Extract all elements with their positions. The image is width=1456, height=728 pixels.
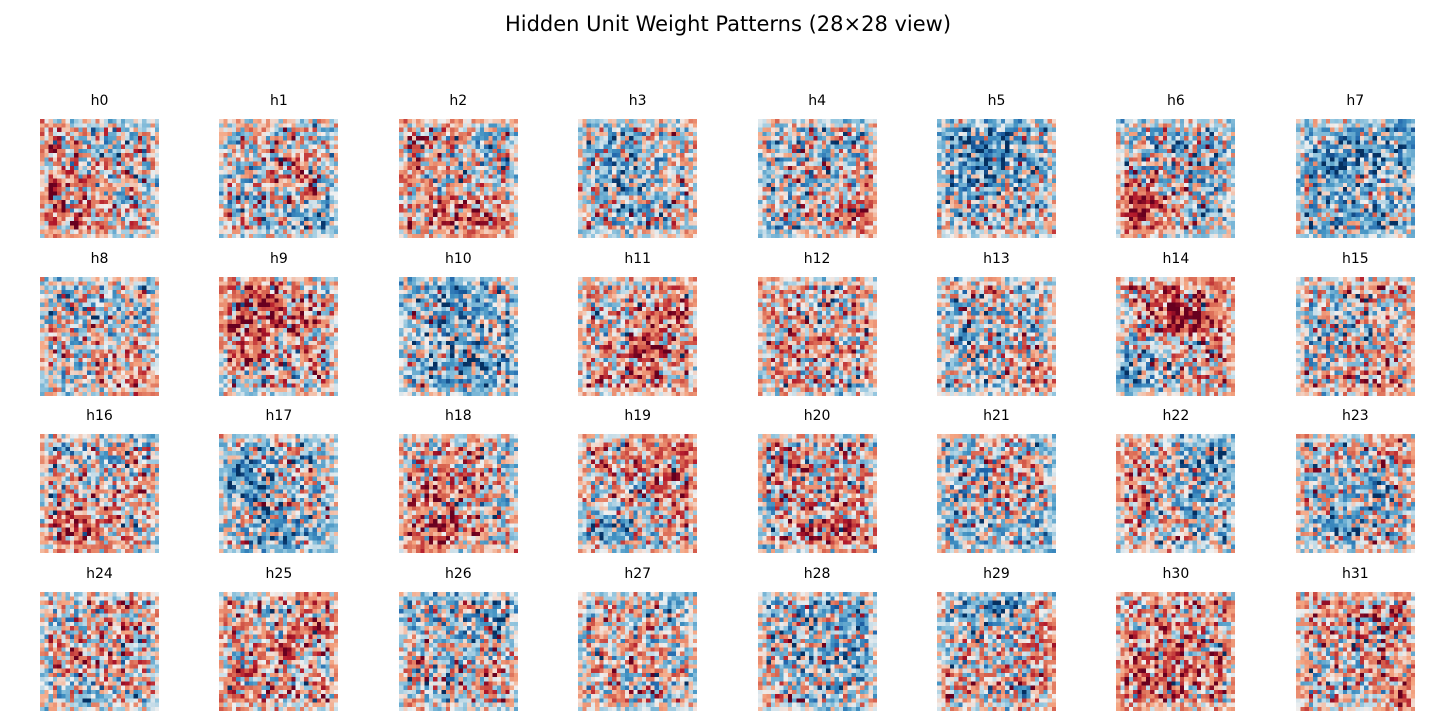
weight-heatmap — [40, 119, 159, 238]
weight-heatmap — [757, 277, 877, 396]
panel-title: h8 — [90, 251, 109, 267]
panel-title: h31 — [1341, 566, 1369, 582]
weight-heatmap — [937, 119, 1056, 238]
panel-title: h2 — [449, 93, 468, 109]
panel-title: h30 — [1162, 566, 1190, 582]
weight-heatmap — [757, 119, 877, 238]
panel-title: h25 — [265, 566, 293, 582]
panel-title: h16 — [86, 408, 113, 424]
weight-heatmap — [219, 434, 339, 553]
panel-title: h20 — [803, 408, 831, 424]
panel-title: h23 — [1341, 408, 1369, 424]
weight-heatmap — [40, 434, 159, 553]
weight-heatmap — [1295, 119, 1415, 238]
panel-title: h27 — [624, 566, 652, 582]
weight-heatmap — [40, 592, 159, 711]
panel-title: h22 — [1162, 408, 1190, 424]
weight-heatmap — [398, 119, 518, 238]
weight-heatmap — [578, 277, 698, 396]
panel-title: h13 — [983, 251, 1010, 267]
panel-title: h28 — [803, 566, 831, 582]
panel-title: h26 — [444, 566, 472, 582]
panel-title: h0 — [90, 93, 109, 109]
panel-title: h6 — [1167, 93, 1185, 109]
weight-heatmap — [1116, 592, 1236, 711]
panel-title: h29 — [983, 566, 1010, 582]
weight-heatmap — [219, 592, 339, 711]
weight-heatmap — [219, 277, 339, 396]
panel-title: h1 — [270, 93, 288, 109]
weight-heatmap — [937, 592, 1056, 711]
weight-heatmap — [1116, 119, 1236, 238]
weight-heatmap — [937, 434, 1056, 553]
weight-heatmap — [398, 434, 518, 553]
weight-heatmap — [578, 119, 698, 238]
panel-title: h10 — [444, 251, 472, 267]
panel-title: h19 — [624, 408, 652, 424]
panel-title: h7 — [1346, 93, 1365, 109]
panel-title: h21 — [983, 408, 1010, 424]
panel-title: h5 — [987, 93, 1006, 109]
panel-title: h18 — [444, 408, 472, 424]
weight-heatmap — [1295, 277, 1415, 396]
panel-title: h3 — [628, 93, 647, 109]
weight-heatmap — [578, 434, 698, 553]
panel-title: h14 — [1162, 251, 1190, 267]
weight-heatmap — [937, 277, 1056, 396]
weight-heatmap — [219, 119, 339, 238]
panel-title: h24 — [86, 566, 113, 582]
weight-heatmap — [757, 592, 877, 711]
weight-heatmap — [398, 277, 518, 396]
panel-title: h9 — [270, 251, 288, 267]
weight-heatmap — [757, 434, 877, 553]
weight-heatmap — [1116, 434, 1236, 553]
weight-heatmap — [1295, 592, 1415, 711]
panel-title: h15 — [1341, 251, 1369, 267]
weight-heatmap — [398, 592, 518, 711]
panel-title: h4 — [808, 93, 826, 109]
panel-title: h17 — [265, 408, 293, 424]
figure-title: Hidden Unit Weight Patterns (28×28 view) — [504, 12, 952, 36]
weight-heatmap — [40, 277, 159, 396]
panel-title: h12 — [803, 251, 831, 267]
weight-heatmap — [1295, 434, 1415, 553]
weight-heatmap — [1116, 277, 1236, 396]
panel-title: h11 — [624, 251, 652, 267]
weight-heatmap — [578, 592, 698, 711]
